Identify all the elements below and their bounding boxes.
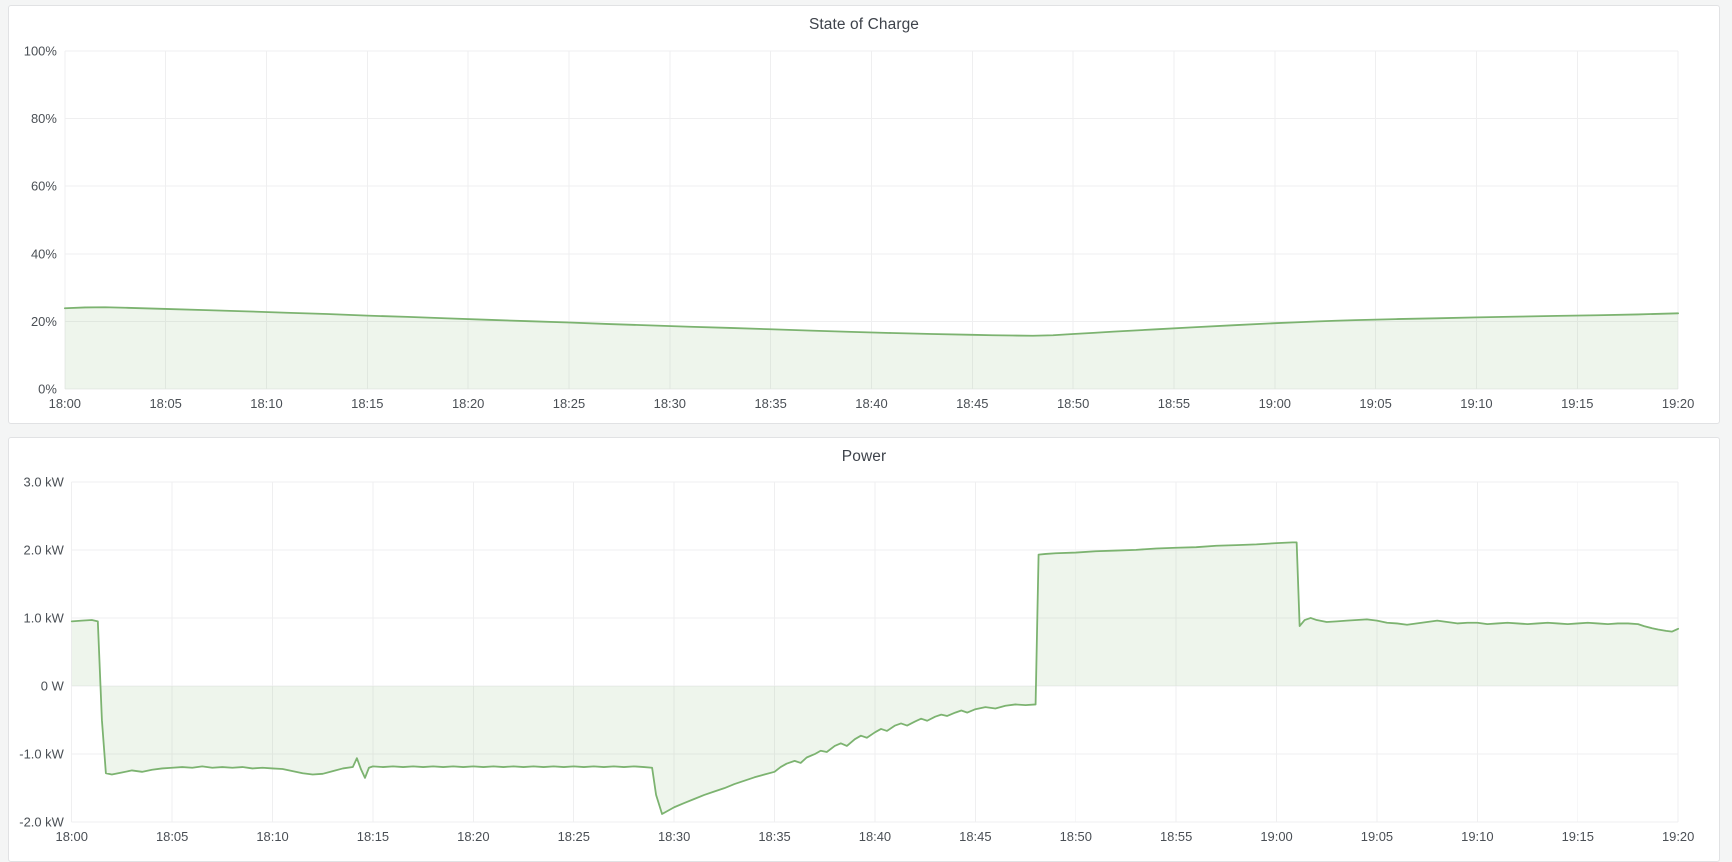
- y-tick-label: 80%: [31, 111, 57, 126]
- x-tick-label: 18:05: [149, 396, 181, 411]
- panel-title-power: Power: [841, 448, 887, 465]
- x-tick-label: 18:00: [49, 396, 81, 411]
- y-tick-label: 1.0 kW: [24, 610, 65, 625]
- x-tick-label: 18:05: [156, 829, 188, 844]
- x-tick-label: 18:35: [754, 396, 786, 411]
- x-tick-label: 18:25: [558, 829, 590, 844]
- x-tick-label: 18:00: [56, 829, 88, 844]
- series-area: [71, 542, 1679, 815]
- x-tick-label: 19:05: [1361, 829, 1393, 844]
- x-tick-label: 19:20: [1662, 829, 1694, 844]
- x-tick-label: 18:35: [758, 829, 790, 844]
- y-tick-label: 0%: [38, 382, 57, 397]
- y-tick-label: 40%: [31, 246, 57, 261]
- x-tick-label: 18:55: [1160, 829, 1192, 844]
- panel-state-of-charge: State of Charge 0% 20% 40% 60% 80% 100% 18:00 1…: [8, 5, 1720, 424]
- x-tick-label: 18:30: [658, 829, 690, 844]
- x-tick-label: 18:15: [357, 829, 389, 844]
- axis-tick-labels: 0% 20% 40% 60% 80% 100% 18:00 18:05 18:10 18:15 18…: [24, 43, 1694, 411]
- y-tick-label: -1.0 kW: [19, 747, 64, 762]
- x-tick-label: 19:10: [1460, 396, 1492, 411]
- x-tick-label: 18:50: [1060, 829, 1092, 844]
- y-tick-label: 20%: [31, 314, 57, 329]
- state-of-charge-chart[interactable]: 0% 20% 40% 60% 80% 100% 18:00 18:05 18:10 18:15 18…: [9, 6, 1719, 423]
- y-tick-label: -2.0 kW: [19, 815, 64, 830]
- x-tick-label: 18:40: [855, 396, 887, 411]
- x-tick-label: 18:10: [256, 829, 288, 844]
- x-tick-label: 18:20: [457, 829, 489, 844]
- x-tick-label: 18:40: [859, 829, 891, 844]
- y-tick-label: 0 W: [41, 679, 65, 694]
- y-tick-label: 100%: [24, 43, 58, 58]
- power-chart[interactable]: -2.0 kW -1.0 kW 0 W 1.0 kW 2.0 kW 3.0 kW 18:00…: [9, 438, 1719, 861]
- y-tick-label: 2.0 kW: [24, 542, 65, 557]
- x-tick-label: 18:55: [1158, 396, 1190, 411]
- grid-lines: [71, 481, 1679, 823]
- grid-lines: [64, 50, 1679, 390]
- x-tick-label: 18:15: [351, 396, 383, 411]
- x-tick-label: 19:05: [1359, 396, 1391, 411]
- x-tick-label: 19:20: [1662, 396, 1694, 411]
- x-tick-label: 18:50: [1057, 396, 1089, 411]
- x-tick-label: 18:30: [654, 396, 686, 411]
- x-tick-label: 18:20: [452, 396, 484, 411]
- series-area: [64, 307, 1679, 390]
- x-tick-label: 19:10: [1461, 829, 1493, 844]
- x-tick-label: 19:15: [1562, 829, 1594, 844]
- panel-power: Power -2.0 kW -1.0 kW 0 W 1.0 kW 2.0 kW 3.0 k…: [8, 437, 1720, 862]
- x-tick-label: 18:45: [959, 829, 991, 844]
- x-tick-label: 19:00: [1260, 829, 1292, 844]
- y-tick-label: 60%: [31, 179, 57, 194]
- series-line: [70, 541, 1680, 815]
- x-tick-label: 18:25: [553, 396, 585, 411]
- axis-tick-labels: -2.0 kW -1.0 kW 0 W 1.0 kW 2.0 kW 3.0 kW 18:00…: [19, 474, 1694, 844]
- x-tick-label: 18:45: [956, 396, 988, 411]
- x-tick-label: 19:00: [1259, 396, 1291, 411]
- series-line: [63, 306, 1679, 337]
- x-tick-label: 18:10: [250, 396, 282, 411]
- panel-title-state-of-charge: State of Charge: [808, 16, 920, 33]
- y-tick-label: 3.0 kW: [24, 474, 65, 489]
- x-tick-label: 19:15: [1561, 396, 1593, 411]
